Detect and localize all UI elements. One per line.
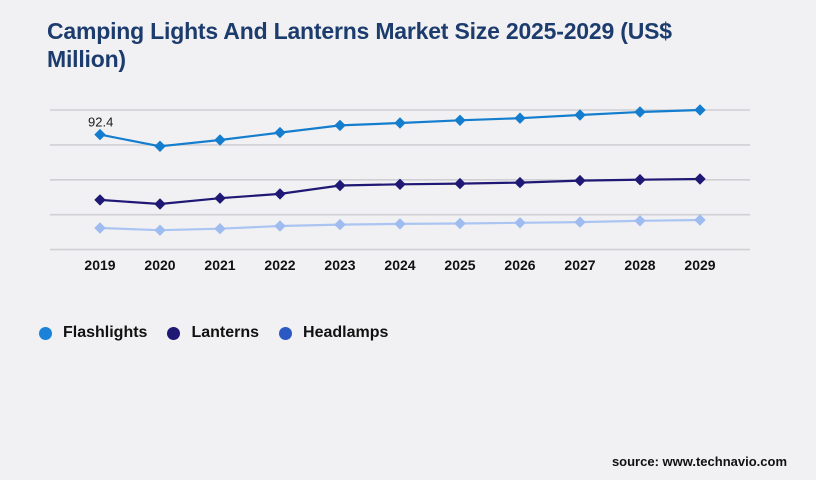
data-point-flashlights-2023[interactable] xyxy=(334,119,346,132)
x-axis-label: 2020 xyxy=(144,257,175,273)
page-title-line2: Million) xyxy=(47,46,126,72)
x-axis-label: 2027 xyxy=(564,257,595,273)
data-label: 92.4 xyxy=(88,115,113,130)
chart-legend: Flashlights Lanterns Headlamps xyxy=(39,324,388,342)
market-size-line-chart[interactable]: 2019 2020 2021 2022 2023 2024 2025 2026 2027 2028… xyxy=(0,90,816,290)
data-point-lanterns-2026[interactable] xyxy=(514,176,526,189)
legend-label-headlamps: Headlamps xyxy=(303,324,389,341)
legend-item-lanterns[interactable]: Lanterns xyxy=(167,324,259,342)
data-point-headlamps-2027[interactable] xyxy=(574,216,586,228)
data-point-flashlights-2027[interactable] xyxy=(574,109,586,121)
data-point-flashlights-2028[interactable] xyxy=(634,106,646,118)
data-point-lanterns-2021[interactable] xyxy=(214,192,226,204)
data-point-headlamps-2024[interactable] xyxy=(394,218,406,230)
data-point-lanterns-2024[interactable] xyxy=(394,178,406,190)
data-point-headlamps-2025[interactable] xyxy=(454,217,466,230)
data-point-flashlights-2019[interactable] xyxy=(94,128,106,141)
data-point-lanterns-2019[interactable] xyxy=(94,194,106,206)
x-axis-label: 2024 xyxy=(384,257,415,273)
data-point-headlamps-2019[interactable] xyxy=(94,222,106,234)
data-point-lanterns-2025[interactable] xyxy=(454,177,466,190)
data-point-headlamps-2022[interactable] xyxy=(274,220,286,232)
page-title: Camping Lights And Lanterns Market Size … xyxy=(47,17,787,73)
chart-canvas[interactable]: 2019 2020 2021 2022 2023 2024 2025 2026 2027 2028… xyxy=(0,90,816,290)
data-point-headlamps-2028[interactable] xyxy=(634,215,646,227)
data-point-headlamps-2020[interactable] xyxy=(154,224,166,236)
legend-dot-headlamps-icon xyxy=(279,326,293,340)
data-point-headlamps-2021[interactable] xyxy=(214,223,226,235)
legend-dot-lanterns-icon xyxy=(167,326,181,340)
data-point-flashlights-2024[interactable] xyxy=(394,117,406,129)
legend-label-lanterns: Lanterns xyxy=(191,324,260,341)
data-point-lanterns-2020[interactable] xyxy=(154,198,166,210)
legend-item-flashlights[interactable]: Flashlights xyxy=(39,324,147,342)
x-axis-label: 2022 xyxy=(264,257,295,273)
data-point-headlamps-2029[interactable] xyxy=(694,214,706,226)
data-point-flashlights-2025[interactable] xyxy=(454,114,466,126)
data-point-lanterns-2028[interactable] xyxy=(634,174,646,186)
x-axis-label: 2029 xyxy=(684,257,715,273)
x-axis-label: 2019 xyxy=(84,257,115,273)
data-point-headlamps-2023[interactable] xyxy=(334,218,346,231)
x-axis-label: 2028 xyxy=(624,257,655,273)
data-point-flashlights-2022[interactable] xyxy=(274,126,286,139)
data-point-flashlights-2021[interactable] xyxy=(214,134,226,146)
data-point-flashlights-2029[interactable] xyxy=(694,104,706,116)
x-axis-label: 2025 xyxy=(444,257,475,273)
data-point-lanterns-2027[interactable] xyxy=(574,174,586,187)
x-axis-label: 2026 xyxy=(504,257,535,273)
source-attribution: source: www.technavio.com xyxy=(611,454,787,469)
page-title-line1: Camping Lights And Lanterns Market Size … xyxy=(47,18,672,44)
legend-item-headlamps[interactable]: Headlamps xyxy=(279,324,388,342)
data-point-flashlights-2026[interactable] xyxy=(514,112,526,124)
legend-label-flashlights: Flashlights xyxy=(63,324,148,341)
data-point-lanterns-2029[interactable] xyxy=(694,173,706,185)
legend-dot-flashlights-icon xyxy=(39,326,52,340)
x-axis-label: 2023 xyxy=(324,257,355,273)
data-point-flashlights-2020[interactable] xyxy=(154,140,166,152)
data-point-headlamps-2026[interactable] xyxy=(514,217,526,229)
x-axis-label: 2021 xyxy=(204,257,235,273)
data-point-lanterns-2023[interactable] xyxy=(334,179,346,192)
data-point-lanterns-2022[interactable] xyxy=(274,188,286,200)
